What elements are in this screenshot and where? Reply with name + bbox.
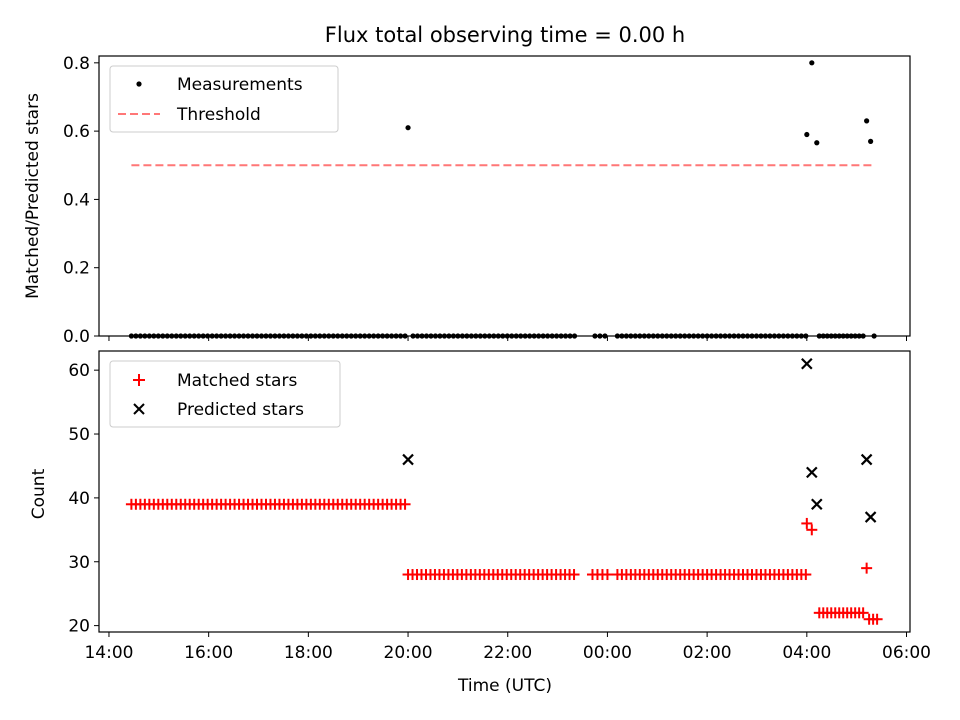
matched-stars-point [399,498,411,510]
bottom-x-ticks: 14:00 16:00 18:00 20:00 22:00 00:00 02:00 04:00… [84,632,931,663]
matched-stars-point [801,517,813,529]
top-axes-frame [98,55,911,337]
top-panel: 0.00.20.40.60.8 Matched/Predicted stars … [23,54,911,347]
top-y-axis-label: Matched/Predicted stars [23,93,43,299]
y-tick-label: 0.2 [63,259,90,279]
y-tick-label: 0.0 [63,327,90,347]
x-tick-label: 22:00 [483,643,532,663]
bottom-y-axis-label: Count [29,468,49,519]
matched-stars-point [568,569,580,581]
measurements-legend-label: Measurements [177,75,303,95]
x-tick-label: 14:00 [84,643,133,663]
predicted-stars-point [801,357,813,370]
measurements-legend-marker [136,81,142,87]
predicted-stars-point [402,453,414,466]
measurement-point [868,138,874,144]
predicted-stars-point [864,511,877,523]
x-axis-label: Time (UTC) [457,676,552,696]
top-x-ticks [108,336,908,341]
matched-stars-legend-label: Matched stars [177,371,297,391]
measurement-point [804,131,810,138]
matched-stars-point [601,569,613,581]
x-tick-label: 18:00 [284,643,333,663]
y-tick-label: 60 [68,361,90,381]
matched-stars-point [857,607,869,619]
predicted-stars-legend-marker [133,403,145,415]
y-tick-label: 0.6 [63,122,90,142]
bottom-panel: 20 30 40 50 60 14:00 16:00 18:00 20:00 22:00 00:0… [29,350,931,696]
y-tick-label: 50 [68,425,90,445]
bottom-legend: Matched stars Predicted stars [109,360,341,428]
matched-stars-series [125,498,883,625]
matched-stars-point [800,569,812,581]
threshold-legend-label: Threshold [176,105,261,125]
predicted-stars-legend-label: Predicted stars [177,400,304,420]
chart-title: Flux total observing time = 0.00 h [325,23,685,47]
matched-stars-point [806,524,818,536]
top-legend: Measurements Threshold [109,65,339,133]
bottom-axes-frame [98,350,911,633]
bottom-y-ticks: 20 30 40 50 60 [68,361,99,637]
predicted-stars-point [860,453,873,466]
x-tick-label: 20:00 [384,643,433,663]
y-tick-label: 0.4 [63,190,90,210]
measurement-point [809,60,815,66]
matched-stars-point [871,613,883,625]
measurement-point [864,118,870,124]
matched-stars-legend-marker [133,374,145,386]
x-tick-label: 00:00 [583,643,632,663]
measurement-point [405,125,411,131]
y-tick-label: 0.8 [63,54,90,74]
predicted-stars-point [811,498,823,511]
x-tick-label: 02:00 [683,643,732,663]
y-tick-label: 20 [68,617,90,637]
y-tick-label: 40 [68,489,90,509]
x-tick-label: 06:00 [882,643,931,663]
predicted-stars-point [806,466,818,479]
measurement-point [814,140,820,146]
x-tick-label: 04:00 [782,643,831,663]
predicted-stars-series [402,357,877,523]
x-tick-label: 16:00 [184,643,233,663]
y-tick-label: 30 [68,553,90,573]
top-y-ticks: 0.0 0.2 0.4 0.6 0.8 [63,54,99,347]
matched-stars-point [861,562,873,574]
